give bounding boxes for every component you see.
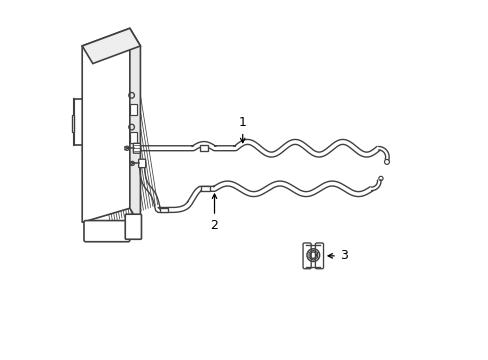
- Text: 1: 1: [238, 116, 246, 143]
- FancyBboxPatch shape: [125, 214, 141, 239]
- Polygon shape: [82, 28, 130, 222]
- FancyBboxPatch shape: [315, 243, 323, 269]
- Bar: [130, 104, 137, 115]
- Bar: [199, 145, 208, 151]
- Bar: [160, 207, 168, 212]
- FancyBboxPatch shape: [84, 221, 130, 242]
- Bar: [71, 115, 74, 132]
- Bar: [130, 132, 137, 143]
- Polygon shape: [130, 28, 140, 226]
- Text: 2: 2: [210, 194, 218, 232]
- Polygon shape: [82, 28, 140, 64]
- Bar: [201, 186, 209, 191]
- Text: 3: 3: [327, 249, 347, 262]
- FancyBboxPatch shape: [133, 143, 140, 153]
- FancyBboxPatch shape: [139, 159, 145, 168]
- FancyBboxPatch shape: [303, 243, 310, 269]
